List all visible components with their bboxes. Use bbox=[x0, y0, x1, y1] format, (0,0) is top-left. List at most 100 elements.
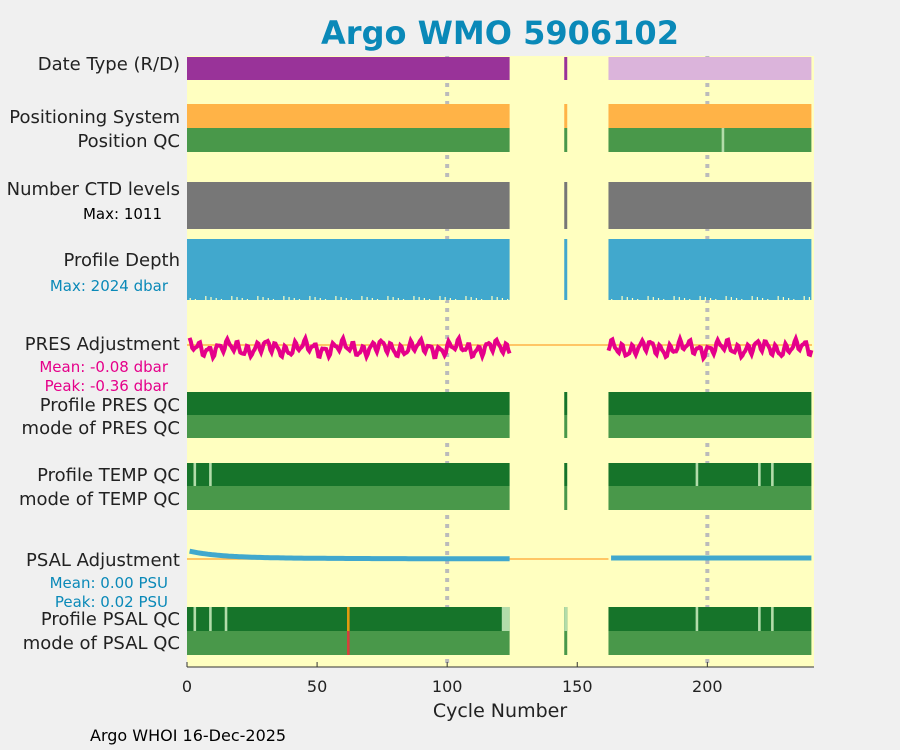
profile-depth-gap bbox=[699, 296, 701, 301]
profile-depth-gap bbox=[808, 297, 810, 301]
profile-depth-gap bbox=[756, 297, 758, 301]
profile-depth-gap bbox=[319, 298, 321, 301]
profile-psal-qc-label: Profile PSAL QC bbox=[41, 609, 180, 630]
profile-depth-gap bbox=[704, 297, 706, 301]
profile-depth-gap bbox=[366, 297, 368, 301]
profile-depth-gap bbox=[345, 298, 347, 301]
adjustment-lines bbox=[187, 332, 814, 562]
profile-depth-gap bbox=[465, 296, 467, 301]
profile-depth-gap bbox=[449, 298, 451, 301]
profile-temp-qc-block bbox=[608, 463, 812, 486]
profile-depth-gap bbox=[236, 297, 238, 301]
ctd-levels-bar bbox=[564, 182, 568, 229]
profile-depth-gap bbox=[200, 300, 202, 301]
mode-pres-qc-label: mode of PRES QC bbox=[22, 418, 180, 439]
qc-flag-mark bbox=[193, 463, 197, 486]
profile-depth-gap bbox=[382, 300, 384, 301]
profile-depth-gap bbox=[647, 296, 649, 301]
qc-flag-mark bbox=[758, 607, 761, 631]
profile-depth-gap bbox=[335, 296, 337, 301]
profile-depth-gap bbox=[340, 297, 342, 301]
profile-depth-gap bbox=[428, 299, 431, 301]
profile-depth-gap bbox=[205, 296, 207, 301]
profile-depth-gap bbox=[626, 297, 628, 301]
profile-depth-gap bbox=[376, 299, 379, 301]
psal-adjustment-peak: Peak: 0.02 PSU bbox=[55, 593, 168, 611]
profile-depth-gap bbox=[637, 299, 639, 301]
profile-depth-gap bbox=[257, 296, 259, 301]
mode-psal-qc-label: mode of PSAL QC bbox=[23, 633, 180, 654]
profile-depth-bar bbox=[187, 239, 510, 300]
profile-depth-gap bbox=[777, 296, 779, 301]
plot-area bbox=[187, 56, 814, 667]
pres-adjustment-peak: Peak: -0.36 dbar bbox=[45, 377, 169, 395]
profile-temp-qc-label: Profile TEMP QC bbox=[37, 465, 180, 486]
profile-depth-gap bbox=[278, 300, 280, 301]
profile-temp-qc-block bbox=[187, 463, 510, 486]
positioning-system-block bbox=[608, 104, 812, 128]
profile-depth-gap bbox=[241, 298, 243, 301]
profile-depth-gap bbox=[418, 297, 420, 301]
qc-flag-mark bbox=[193, 607, 197, 631]
profile-depth-gap bbox=[683, 298, 686, 301]
profile-depth-gap bbox=[720, 300, 722, 301]
profile-psal-qc-light-block bbox=[501, 607, 510, 631]
profile-depth-gap bbox=[501, 298, 504, 301]
chart-title: Argo WMO 5906102 bbox=[321, 14, 679, 52]
profile-depth-gap bbox=[746, 300, 748, 301]
ctd-levels-label: Number CTD levels bbox=[7, 179, 180, 200]
mode-temp-qc-label: mode of TEMP QC bbox=[19, 489, 180, 510]
x-axis-label: Cycle Number bbox=[433, 700, 567, 722]
profile-depth-gap bbox=[782, 297, 784, 301]
mode-psal-qc-block bbox=[564, 631, 568, 655]
x-axis: 0 50 100 150 200 bbox=[182, 662, 814, 696]
qc-flag-mark bbox=[209, 607, 212, 631]
pres-adjustment-series bbox=[606, 333, 814, 363]
qc-flag-mark bbox=[695, 607, 699, 631]
x-tick-label: 200 bbox=[692, 677, 723, 696]
profile-depth-gap bbox=[491, 296, 493, 301]
profile-depth-gap bbox=[507, 299, 509, 301]
profile-depth-gap bbox=[434, 300, 436, 301]
profile-depth-gap bbox=[694, 300, 696, 301]
profile-depth-label: Profile Depth bbox=[63, 250, 180, 271]
profile-depth-gap bbox=[767, 299, 769, 301]
profile-depth-gap bbox=[668, 300, 670, 301]
profile-depth-gap bbox=[678, 297, 680, 301]
positioning-system-block bbox=[564, 104, 568, 128]
profile-depth-gap bbox=[798, 300, 800, 301]
profile-temp-qc-block bbox=[564, 463, 568, 486]
profile-depth-max: Max: 2024 dbar bbox=[50, 277, 169, 295]
profile-depth-gap bbox=[616, 300, 618, 301]
position-qc-block bbox=[608, 128, 812, 152]
profile-depth-gap bbox=[288, 297, 290, 301]
profile-depth-gap bbox=[408, 300, 410, 301]
profile-depth-gap bbox=[470, 297, 472, 301]
qc-flag-mark bbox=[209, 463, 212, 486]
footer-credit: Argo WHOI 16-Dec-2025 bbox=[90, 726, 286, 745]
ctd-levels-bar bbox=[187, 182, 510, 229]
mode-temp-qc-block bbox=[187, 486, 510, 510]
psal-adjustment-label: PSAL Adjustment bbox=[26, 550, 180, 571]
profile-depth-gap bbox=[787, 298, 790, 301]
positioning-system-label: Positioning System bbox=[9, 107, 180, 128]
x-tick-label: 50 bbox=[307, 677, 327, 696]
qc-flag-mark bbox=[224, 607, 228, 631]
profile-depth-gap bbox=[444, 297, 446, 301]
profile-depth-gap bbox=[387, 296, 389, 301]
mode-temp-qc-block bbox=[608, 486, 812, 510]
profile-depth-gap bbox=[657, 298, 660, 301]
profile-depth-gap bbox=[475, 298, 477, 301]
date-type-block bbox=[564, 57, 568, 80]
position-qc-label: Position QC bbox=[77, 131, 180, 152]
profile-depth-gap bbox=[730, 297, 732, 301]
qc-flag-mark bbox=[347, 607, 350, 631]
qc-flag-mark bbox=[771, 463, 774, 486]
profile-depth-gap bbox=[715, 299, 717, 301]
profile-psal-qc-light-block bbox=[564, 607, 568, 631]
profile-depth-gap bbox=[293, 298, 295, 301]
profile-depth-gap bbox=[402, 299, 405, 301]
profile-depth-gap bbox=[454, 299, 457, 301]
x-tick-label: 100 bbox=[432, 677, 463, 696]
